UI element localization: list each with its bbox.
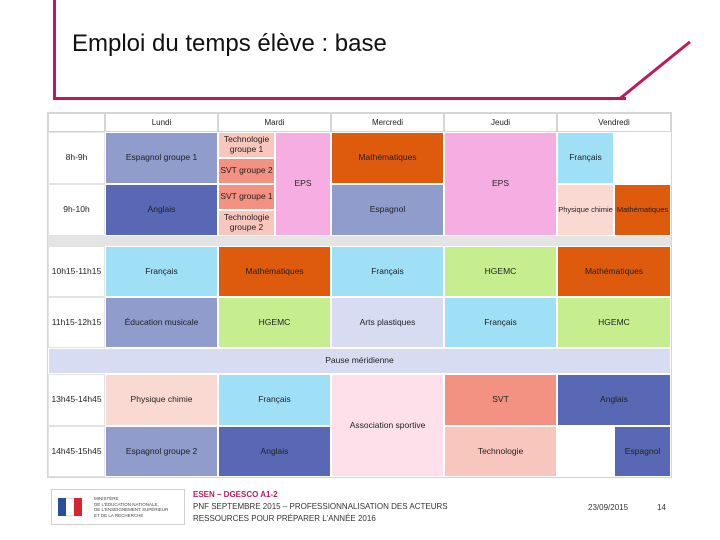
time-slot: 10h15-11h15 [48,246,105,297]
lesson-block: Mathématiques [218,246,331,297]
footer-date: 23/09/2015 [588,503,629,512]
lesson-block: Technologie [444,426,557,477]
lesson-block: HGEMC [444,246,557,297]
lesson-block: Français [331,246,444,297]
footer-line: PNF SEPTEMBRE 2015 – PROFESSIONNALISATIO… [193,502,448,511]
lesson-block: SVT groupe 2 [218,158,275,184]
time-slot: 9h-10h [48,184,105,236]
lesson-block: Technologie groupe 2 [218,210,275,236]
lesson-block: HGEMC [218,297,331,348]
lunch-break: Pause méridienne [48,348,671,374]
footer-text: ESEN – DGESCO A1-2 PNF SEPTEMBRE 2015 – … [193,489,448,525]
header-corner [48,113,105,132]
lesson-block: Physique chimie [105,374,218,426]
morning-break [48,236,671,246]
lesson-block: EPS [444,132,557,236]
lesson-block: Arts plastiques [331,297,444,348]
lesson-block: Français [218,374,331,426]
time-slot: 14h45-15h45 [48,426,105,477]
lesson-block: Technologie groupe 1 [218,132,275,158]
lesson-block: Physique chimie [557,184,614,236]
header-day: Mardi [218,113,331,132]
lesson-block: Mathématiques [331,132,444,184]
footer-org: ESEN – DGESCO A1-2 [193,490,278,499]
lesson-block: Éducation musicale [105,297,218,348]
title-frame-left-bar [53,0,56,100]
page-number: 14 [657,503,666,512]
time-slot: 11h15-12h15 [48,297,105,348]
title-frame-bottom-bar [53,97,626,100]
lesson-block: Français [105,246,218,297]
time-slot: 8h-9h [48,132,105,184]
lesson-block: Espagnol groupe 1 [105,132,218,184]
lesson-block: SVT [444,374,557,426]
header-day: Jeudi [444,113,557,132]
lesson-block: SVT groupe 1 [218,184,275,210]
lesson-block: Espagnol groupe 2 [105,426,218,477]
footer-line: RESSOURCES POUR PRÉPARER L'ANNÉE 2016 [193,514,376,523]
lesson-block: Anglais [105,184,218,236]
lesson-block: Français [444,297,557,348]
lesson-block: EPS [275,132,331,236]
lesson-block: Anglais [218,426,331,477]
flag-blue-band [58,498,66,516]
flag-red-band [74,498,82,516]
page-title: Emploi du temps élève : base [72,30,387,57]
header-day: Lundi [105,113,218,132]
ministry-name: MINISTÈRE DE L'ÉDUCATION NATIONALE, DE L… [94,496,169,518]
flag-white-band [66,498,74,516]
lesson-block: Mathématiques [557,246,671,297]
lesson-block: Espagnol [614,426,671,477]
header-day: Mercredi [331,113,444,132]
title-frame-diagonal [619,40,691,100]
lesson-block: Anglais [557,374,671,426]
time-slot: 13h45-14h45 [48,374,105,426]
header-day: Vendredi [557,113,671,132]
ministry-logo: MINISTÈRE DE L'ÉDUCATION NATIONALE, DE L… [51,489,185,525]
lesson-block: Association sportive [331,374,444,477]
lesson-block: Espagnol [331,184,444,236]
lesson-block: Français [557,132,614,184]
lesson-block: Mathématiques [614,184,671,236]
timetable: Lundi Mardi Mercredi Jeudi Vendredi 8h-9… [47,112,672,478]
lesson-block: HGEMC [557,297,671,348]
